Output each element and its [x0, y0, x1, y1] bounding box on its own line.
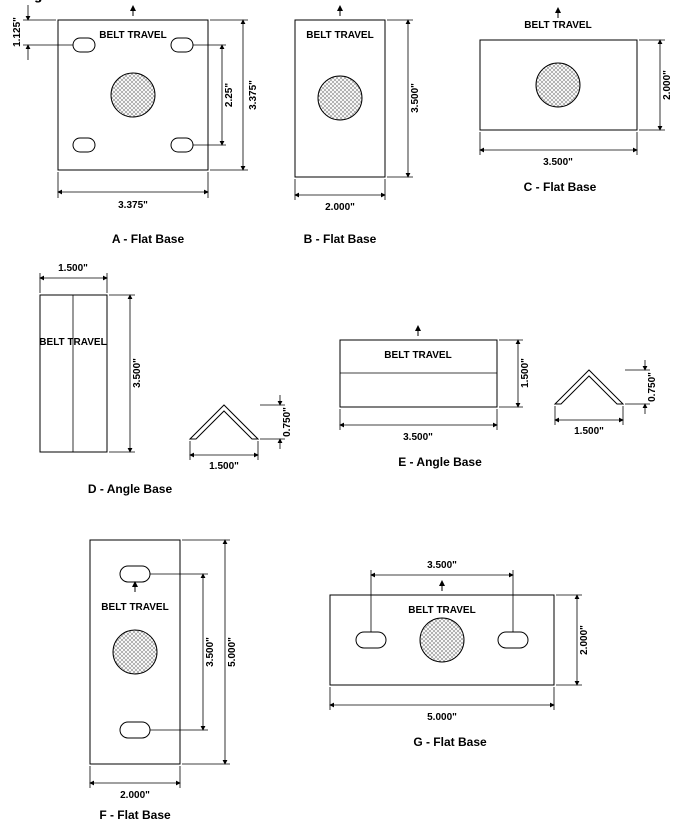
svg-text:2.000": 2.000": [579, 625, 590, 655]
svg-text:BELT TRAVEL: BELT TRAVEL: [39, 337, 106, 348]
svg-text:5.000": 5.000": [427, 712, 457, 723]
svg-text:3.500": 3.500": [543, 157, 573, 168]
svg-text:3.500": 3.500": [427, 560, 457, 571]
caption-E-html: E - Angle Base: [380, 455, 500, 469]
svg-text:BELT TRAVEL: BELT TRAVEL: [101, 602, 168, 613]
caption-G: G - Flat Base: [0, 0, 74, 3]
svg-text:2.000": 2.000": [120, 790, 150, 801]
belt-label: BELT TRAVEL: [99, 30, 166, 41]
svg-text:BELT TRAVEL: BELT TRAVEL: [306, 30, 373, 41]
part-F: BELT TRAVEL 2.000" 5.000" 3.500": [90, 540, 238, 801]
part-A: BELT TRAVEL 3.375" 3.375" 2.25" 1.125": [12, 5, 259, 211]
svg-text:3.500": 3.500": [403, 432, 433, 443]
svg-text:0.750": 0.750": [647, 372, 658, 402]
svg-text:0.750": 0.750": [282, 407, 293, 437]
caption-A-html: A - Flat Base: [68, 232, 228, 246]
caption-G-html: G - Flat Base: [390, 735, 510, 749]
svg-text:3.375": 3.375": [118, 200, 148, 211]
svg-text:3.500": 3.500": [132, 358, 143, 388]
svg-text:2.000": 2.000": [325, 202, 355, 213]
svg-text:1.500": 1.500": [520, 358, 531, 388]
svg-text:BELT TRAVEL: BELT TRAVEL: [408, 605, 475, 616]
part-B: BELT TRAVEL 2.000" 3.500": [295, 6, 421, 213]
svg-text:3.500": 3.500": [205, 637, 216, 667]
svg-text:3.375": 3.375": [248, 80, 259, 110]
caption-C-html: C - Flat Base: [500, 180, 620, 194]
svg-text:BELT TRAVEL: BELT TRAVEL: [384, 350, 451, 361]
svg-text:1.500": 1.500": [58, 263, 88, 274]
part-G: BELT TRAVEL 5.000" 3.500" 2.000": [330, 560, 590, 723]
svg-text:1.125": 1.125": [12, 17, 23, 47]
drawings-canvas: BELT TRAVEL 3.375" 3.375" 2.25" 1.125" A…: [0, 0, 700, 823]
caption-F-html: F - Flat Base: [80, 808, 190, 822]
svg-text:BELT TRAVEL: BELT TRAVEL: [524, 20, 591, 31]
svg-text:2.000": 2.000": [662, 70, 673, 100]
caption-D-html: D - Angle Base: [70, 482, 190, 496]
svg-text:5.000": 5.000": [227, 637, 238, 667]
part-D: BELT TRAVEL 1.500" 3.500" 1.500" 0.750": [39, 263, 293, 472]
svg-text:3.500": 3.500": [410, 83, 421, 113]
caption-B-html: B - Flat Base: [290, 232, 390, 246]
svg-text:1.500": 1.500": [574, 426, 604, 437]
svg-text:2.25": 2.25": [224, 83, 235, 107]
part-E: BELT TRAVEL 3.500" 1.500" 1.500" 0.750": [340, 326, 658, 443]
svg-text:1.500": 1.500": [209, 461, 239, 472]
part-C: BELT TRAVEL 3.500" 2.000": [480, 8, 673, 168]
